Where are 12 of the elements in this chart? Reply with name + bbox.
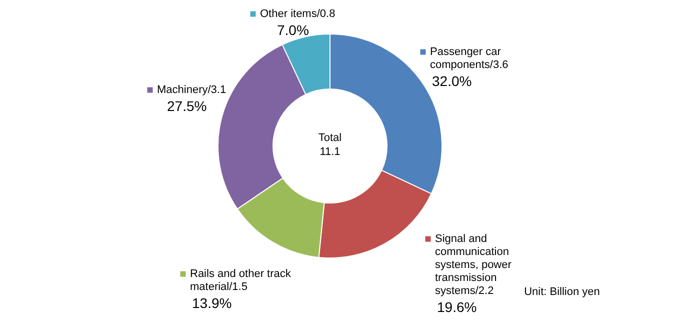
text: Total 11.1 [318,132,342,158]
legend-label: Machinery/3.1 [157,84,226,96]
data-label: 32.0% [432,73,472,89]
text: Unit: Billion yen [524,286,600,298]
legend-label: Signal and communication systems, power transmission systems/2.2 [435,233,512,297]
data-label: 7.0% [277,22,309,38]
data-label: 27.5% [167,98,207,114]
legend-label: Other items/0.8 [260,8,336,20]
data-label: 19.6% [437,299,477,315]
legend-label: Rails and other track material/1.5 [190,268,292,293]
data-label: 13.9% [192,295,232,311]
legend-label: Passenger car components/3.6 [430,46,508,71]
